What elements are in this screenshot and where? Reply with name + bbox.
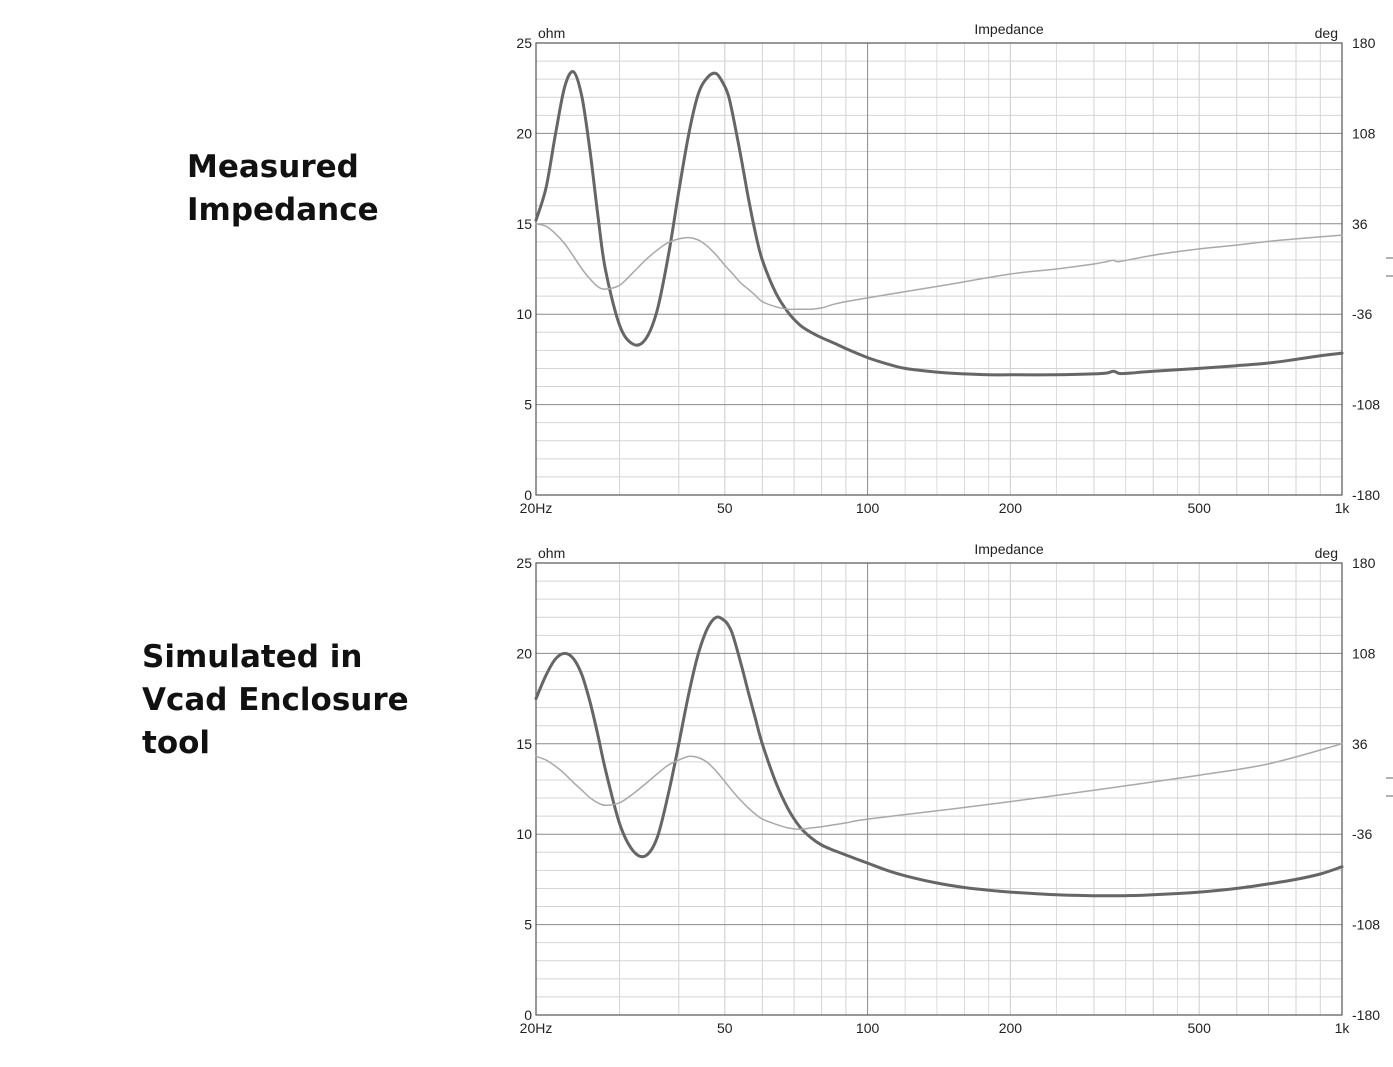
plot-frame (535, 42, 1343, 496)
impedance-curve (534, 615, 1344, 898)
left-axis-unit: ohm (538, 25, 565, 41)
y2-tick-label: -108 (1352, 917, 1380, 933)
x-tick-label: 20Hz (520, 1020, 553, 1036)
measured-impedance-label: Measured Impedance (187, 149, 379, 228)
y-tick-label: 0 (524, 1007, 532, 1023)
y2-tick-label: -108 (1352, 397, 1380, 413)
chart-title: Impedance (974, 21, 1043, 37)
plot-frame (535, 562, 1343, 1016)
y-tick-label: 5 (524, 397, 532, 413)
y2-tick-label: -36 (1352, 306, 1372, 322)
y-tick-label: 5 (524, 917, 532, 933)
x-tick-label: 1k (1335, 1020, 1351, 1036)
y-tick-label: 20 (516, 125, 532, 141)
x-tick-label: 500 (1188, 1020, 1212, 1036)
x-tick-label: 200 (999, 1020, 1023, 1036)
y-tick-label: 0 (524, 487, 532, 503)
left-axis-unit: ohm (538, 545, 565, 561)
y-tick-label: 25 (516, 35, 532, 51)
y-tick-label: 15 (516, 216, 532, 232)
x-tick-label: 20Hz (520, 500, 553, 516)
y-tick-label: 25 (516, 555, 532, 571)
y2-tick-label: -36 (1352, 826, 1372, 842)
simulated-impedance-chart: Impedance ohm deg 0 5 10 15 20 25 -180 -108 -36 36 10… (516, 541, 1393, 1036)
y-tick-label: 10 (516, 306, 532, 322)
x-tick-label: 100 (856, 500, 880, 516)
measured-impedance-chart: Impedance ohm deg 0 5 10 15 20 25 -180 -108 -36 36 10… (516, 21, 1393, 516)
x-tick-label: 100 (856, 1020, 880, 1036)
impedance-curve (534, 70, 1344, 377)
y2-tick-label: 108 (1352, 645, 1376, 661)
y-tick-label: 10 (516, 826, 532, 842)
y-tick-label: 20 (516, 645, 532, 661)
x-tick-label: 200 (999, 500, 1023, 516)
y2-tick-label: 180 (1352, 35, 1376, 51)
x-tick-label: 500 (1188, 500, 1212, 516)
y2-tick-label: 108 (1352, 125, 1376, 141)
x-tick-label: 50 (717, 1020, 733, 1036)
phase-curve (535, 223, 1343, 311)
y2-tick-label: 36 (1352, 736, 1368, 752)
chart-title: Impedance (974, 541, 1043, 557)
y2-tick-label: 36 (1352, 216, 1368, 232)
y2-tick-label: 180 (1352, 555, 1376, 571)
y2-tick-label: -180 (1352, 487, 1380, 503)
phase-curve (535, 743, 1343, 830)
x-tick-label: 1k (1335, 500, 1351, 516)
x-tick-label: 50 (717, 500, 733, 516)
y2-tick-label: -180 (1352, 1007, 1380, 1023)
simulated-vcad-label: Simulated in Vcad Enclosure tool (142, 639, 409, 761)
y-tick-label: 15 (516, 736, 532, 752)
right-axis-unit: deg (1315, 25, 1338, 41)
right-axis-unit: deg (1315, 545, 1338, 561)
